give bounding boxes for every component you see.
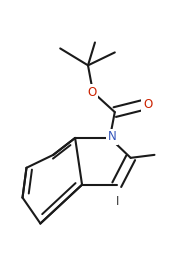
Text: N: N — [107, 131, 116, 143]
Text: O: O — [143, 98, 152, 111]
Text: I: I — [116, 195, 119, 208]
Text: O: O — [87, 86, 97, 99]
